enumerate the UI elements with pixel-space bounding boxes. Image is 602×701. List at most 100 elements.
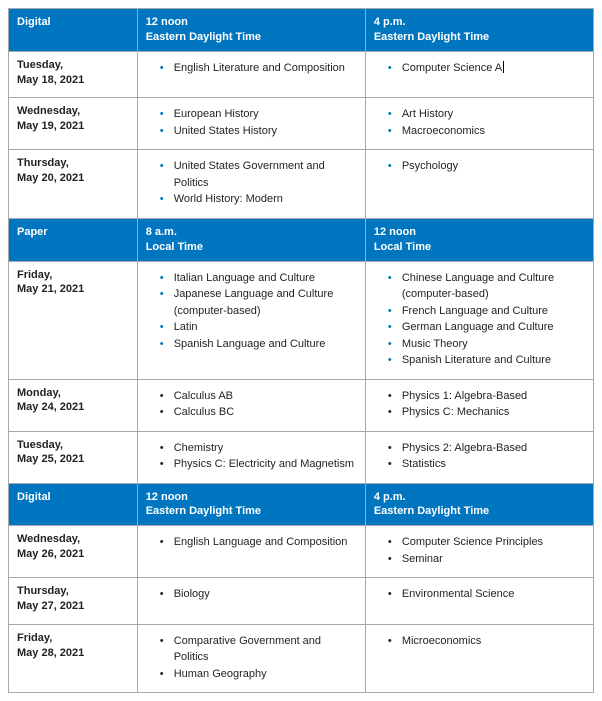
exam-list: English Language and Composition — [146, 534, 357, 551]
date-value: May 28, 2021 — [17, 646, 129, 661]
slot1-cell: Calculus AB Calculus BC — [137, 379, 365, 431]
exam-item: English Language and Composition — [174, 534, 357, 551]
day-of-week: Wednesday, — [17, 532, 129, 547]
slot2-cell: Physics 1: Algebra-Based Physics C: Mecha… — [365, 379, 593, 431]
exam-item-label: Physics 1: Algebra-Based — [402, 390, 527, 402]
exam-list: Chinese Language and Culture (computer-b… — [374, 270, 585, 369]
exam-list: Art HistoryMacroeconomics — [374, 106, 585, 139]
format-label-header: Paper — [9, 218, 138, 261]
exam-item: French Language and Culture — [402, 303, 585, 320]
exam-item-label: French Language and Culture — [402, 305, 548, 317]
exam-list: Calculus AB Calculus BC — [146, 388, 357, 421]
date-value: May 27, 2021 — [17, 599, 129, 614]
exam-item: German Language and Culture — [402, 319, 585, 336]
exam-item: Spanish Literature and Culture — [402, 352, 585, 369]
exam-list: United States Government and PoliticsWor… — [146, 158, 357, 208]
exam-item-label: Statistics — [402, 458, 446, 470]
exam-item: Calculus AB — [174, 388, 357, 405]
exam-item: Statistics — [402, 456, 585, 473]
slot1-cell: English Literature and Composition — [137, 51, 365, 98]
exam-item-label: Calculus BC — [174, 406, 235, 418]
slot1-cell: United States Government and PoliticsWor… — [137, 150, 365, 219]
format-label-header: Digital — [9, 483, 138, 526]
date-value: May 26, 2021 — [17, 547, 129, 562]
section-header-row: Paper8 a.m.Local Time12 noonLocal Time — [9, 218, 594, 261]
slot1-cell: Comparative Government and PoliticsHuman… — [137, 624, 365, 693]
date-value: May 18, 2021 — [17, 73, 129, 88]
exam-item: Physics 2: Algebra-Based — [402, 440, 585, 457]
table-row: Thursday,May 20, 2021United States Gover… — [9, 150, 594, 219]
table-row: Wednesday,May 26, 2021 English Language a… — [9, 526, 594, 578]
exam-list: Physics 1: Algebra-Based Physics C: Mecha… — [374, 388, 585, 421]
slot1-cell: European HistoryUnited States History — [137, 98, 365, 150]
day-of-week: Monday, — [17, 386, 129, 401]
slot1-cell: Biology — [137, 578, 365, 625]
section-header-row: Digital12 noonEastern Daylight Time4 p.m… — [9, 483, 594, 526]
day-of-week: Thursday, — [17, 156, 129, 171]
exam-item: Japanese Language and Culture (computer-… — [174, 286, 357, 319]
time-label: 4 p.m. — [374, 491, 406, 503]
exam-item: Chemistry — [174, 440, 357, 457]
exam-item: Chinese Language and Culture (computer-b… — [402, 270, 585, 303]
time-slot-header-1: 12 noonEastern Daylight Time — [137, 483, 365, 526]
exam-list: ChemistryPhysics C: Electricity and Magn… — [146, 440, 357, 473]
time-slot-header-2: 4 p.m.Eastern Daylight Time — [365, 483, 593, 526]
day-of-week: Friday, — [17, 268, 129, 283]
date-cell: Tuesday,May 25, 2021 — [9, 431, 138, 483]
exam-item: Seminar — [402, 551, 585, 568]
time-slot-header-1: 8 a.m.Local Time — [137, 218, 365, 261]
slot2-cell: Physics 2: Algebra-BasedStatistics — [365, 431, 593, 483]
exam-item: Environmental Science — [402, 586, 585, 603]
exam-item-label: Biology — [174, 588, 210, 600]
exam-item-label: United States History — [174, 125, 277, 137]
exam-item-label: Seminar — [402, 553, 443, 565]
exam-list: Physics 2: Algebra-BasedStatistics — [374, 440, 585, 473]
time-label: 12 noon — [374, 226, 416, 238]
exam-list: European HistoryUnited States History — [146, 106, 357, 139]
exam-item: United States History — [174, 123, 357, 140]
table-row: Wednesday,May 19, 2021European HistoryUn… — [9, 98, 594, 150]
exam-item: Calculus BC — [174, 404, 357, 421]
table-row: Tuesday,May 25, 2021ChemistryPhysics C: … — [9, 431, 594, 483]
date-cell: Thursday,May 27, 2021 — [9, 578, 138, 625]
exam-item-label: Spanish Language and Culture — [174, 338, 326, 350]
exam-schedule-table: Digital12 noonEastern Daylight Time4 p.m… — [8, 8, 594, 693]
exam-item: Human Geography — [174, 666, 357, 683]
table-row: Monday,May 24, 2021 Calculus AB Calculus B… — [9, 379, 594, 431]
date-value: May 21, 2021 — [17, 282, 129, 297]
time-label: 12 noon — [146, 16, 188, 28]
exam-item-label: English Language and Composition — [174, 536, 348, 548]
exam-list: Italian Language and CultureJapanese Lan… — [146, 270, 357, 353]
exam-item: Microeconomics — [402, 633, 585, 650]
exam-item: Computer Science A — [402, 60, 585, 77]
exam-item-label: Physics C: Mechanics — [402, 406, 510, 418]
exam-item-label: Calculus AB — [174, 390, 233, 402]
date-cell: Wednesday,May 26, 2021 — [9, 526, 138, 578]
exam-item: Italian Language and Culture — [174, 270, 357, 287]
exam-item: Psychology — [402, 158, 585, 175]
slot2-cell: Art HistoryMacroeconomics — [365, 98, 593, 150]
exam-item: Macroeconomics — [402, 123, 585, 140]
slot1-cell: ChemistryPhysics C: Electricity and Magn… — [137, 431, 365, 483]
exam-item: English Literature and Composition — [174, 60, 357, 77]
exam-list: Biology — [146, 586, 357, 603]
date-value: May 24, 2021 — [17, 400, 129, 415]
time-slot-header-2: 4 p.m.Eastern Daylight Time — [365, 9, 593, 52]
date-cell: Friday,May 28, 2021 — [9, 624, 138, 693]
exam-list: Environmental Science — [374, 586, 585, 603]
day-of-week: Tuesday, — [17, 438, 129, 453]
timezone-label: Eastern Daylight Time — [146, 504, 357, 519]
exam-item: Art History — [402, 106, 585, 123]
exam-item: Physics 1: Algebra-Based — [402, 388, 585, 405]
exam-item-label: English Literature and Composition — [174, 62, 345, 74]
format-label-header: Digital — [9, 9, 138, 52]
time-label: 8 a.m. — [146, 226, 177, 238]
exam-item-label: Microeconomics — [402, 635, 481, 647]
exam-item-label: Latin — [174, 321, 198, 333]
exam-list: Comparative Government and PoliticsHuman… — [146, 633, 357, 683]
exam-item-label: Psychology — [402, 160, 458, 172]
timezone-label: Eastern Daylight Time — [146, 30, 357, 45]
date-value: May 19, 2021 — [17, 119, 129, 134]
exam-item: Comparative Government and Politics — [174, 633, 357, 666]
exam-item: Physics C: Mechanics — [402, 404, 585, 421]
